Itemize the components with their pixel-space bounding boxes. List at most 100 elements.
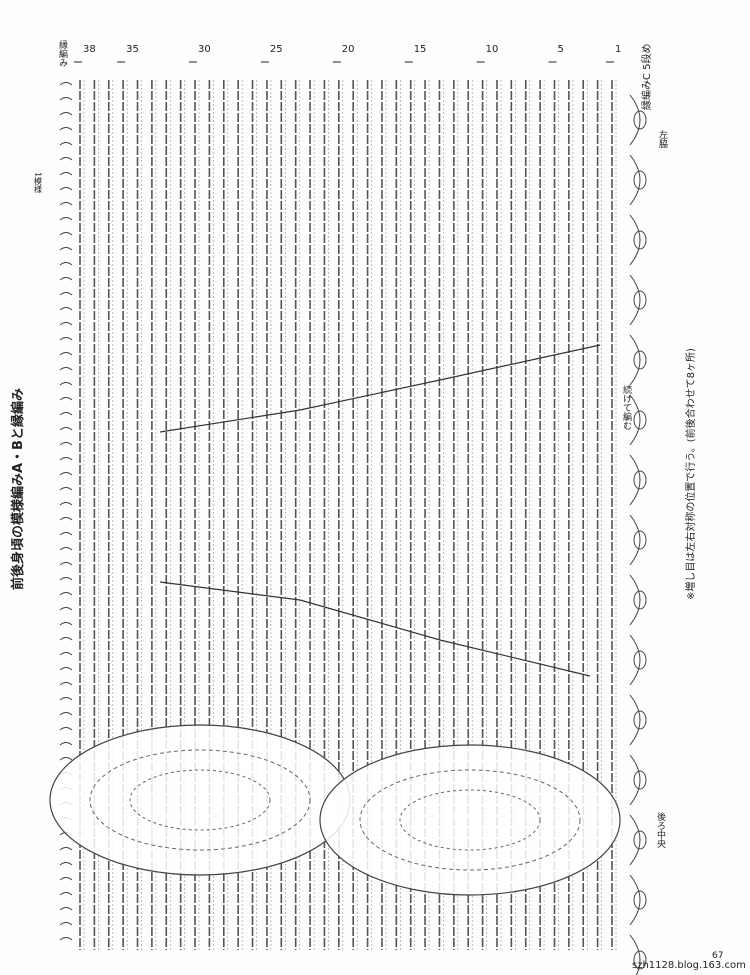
scallop — [629, 454, 641, 506]
edge-chain — [59, 232, 73, 236]
edge-chain — [59, 697, 73, 701]
edge-chain — [59, 412, 73, 416]
edge-chain — [59, 337, 73, 341]
edge-chain — [59, 97, 73, 101]
edge-chain — [59, 112, 73, 116]
edge-chain — [59, 577, 73, 581]
continue-label: 続けて編む — [621, 384, 632, 430]
edge-chain — [59, 562, 73, 566]
edge-chain — [59, 82, 73, 86]
shaping-line — [159, 344, 601, 433]
edge-chain — [59, 457, 73, 461]
left-side-label: 左脇 — [657, 129, 668, 149]
row-number: 1 — [615, 44, 621, 55]
scallop-shell — [633, 710, 647, 730]
edge-chain — [59, 592, 73, 596]
edge-chain — [59, 877, 73, 881]
scallop — [629, 154, 641, 206]
back-center-label: 後ろ中央 — [655, 811, 666, 849]
edge-chain — [59, 142, 73, 146]
row-number: 20 — [342, 44, 355, 55]
one-repeat-label: 1模様 — [34, 172, 43, 193]
edge-chain — [59, 187, 73, 191]
scallop-shell — [633, 590, 647, 610]
pineapple — [359, 769, 581, 871]
scallop — [629, 874, 641, 926]
edge-chain — [59, 847, 73, 851]
edge-chain — [59, 532, 73, 536]
edge-chain — [59, 367, 73, 371]
edge-chain — [59, 352, 73, 356]
scallop — [629, 94, 641, 146]
edge-chain — [59, 202, 73, 206]
scallop-shell — [633, 830, 647, 850]
edge-chain — [59, 382, 73, 386]
shaping-line — [159, 581, 591, 677]
scallop-shell — [633, 290, 647, 310]
row-number: 15 — [414, 44, 427, 55]
scallop-shell — [633, 350, 647, 370]
scallop-shell — [633, 890, 647, 910]
edge-chain — [59, 502, 73, 506]
scallop — [629, 574, 641, 626]
scallop-shell — [633, 230, 647, 250]
scallop-shell — [633, 950, 647, 970]
scallop — [629, 334, 641, 386]
edge-chain — [59, 727, 73, 731]
pineapple — [49, 724, 351, 876]
row-number: 5 — [557, 44, 563, 55]
scallop — [629, 394, 641, 446]
scallop — [629, 214, 641, 266]
row-number: 10 — [486, 44, 499, 55]
scallop — [629, 694, 641, 746]
edge-chain — [59, 247, 73, 251]
row-number: 30 — [198, 44, 211, 55]
edge-chain — [59, 907, 73, 911]
pineapple — [399, 789, 541, 851]
stitch-grid — [49, 80, 647, 975]
edge-chain — [59, 472, 73, 476]
edge-chain — [59, 262, 73, 266]
edge-chain — [59, 442, 73, 446]
watermark: szh1128.blog.163.com — [632, 960, 746, 971]
pineapple — [89, 749, 311, 851]
edge-chain — [59, 397, 73, 401]
edge-chain — [59, 127, 73, 131]
edge-chain — [59, 547, 73, 551]
edge-chain — [59, 712, 73, 716]
edge-chain — [59, 517, 73, 521]
edge-c-label: 縁編みC 5段め — [640, 43, 653, 110]
edge-chain — [59, 892, 73, 896]
note: ※増し目は左右対称の位置で行う。(前後合わせて8ヶ所) — [684, 348, 697, 600]
title: 前後身頃の模様編みA・Bと縁編み — [10, 388, 26, 590]
edge-chain — [59, 427, 73, 431]
edge-chain — [59, 622, 73, 626]
row-number: 35 — [126, 44, 139, 55]
page-number: 67 — [712, 951, 723, 961]
edge-chain — [59, 172, 73, 176]
edge-chain — [59, 322, 73, 326]
scallop-shell — [633, 650, 647, 670]
edge-chain — [59, 937, 73, 941]
edge-chain — [59, 487, 73, 491]
scallop — [629, 634, 641, 686]
edge-chain — [59, 157, 73, 161]
scallop-shell — [633, 410, 647, 430]
edge-chain — [59, 682, 73, 686]
edge-chain — [59, 922, 73, 926]
edge-chain — [59, 217, 73, 221]
scallop-shell — [633, 110, 647, 130]
edge-chain — [59, 607, 73, 611]
scallop — [629, 754, 641, 806]
row-number: 25 — [270, 44, 283, 55]
pineapple — [129, 769, 271, 831]
scallop — [629, 514, 641, 566]
row-number: 38 — [83, 44, 96, 55]
edge-chain — [59, 667, 73, 671]
scallop — [629, 934, 641, 975]
edge-chain — [59, 637, 73, 641]
scallop — [629, 814, 641, 866]
edge-chain — [59, 757, 73, 761]
